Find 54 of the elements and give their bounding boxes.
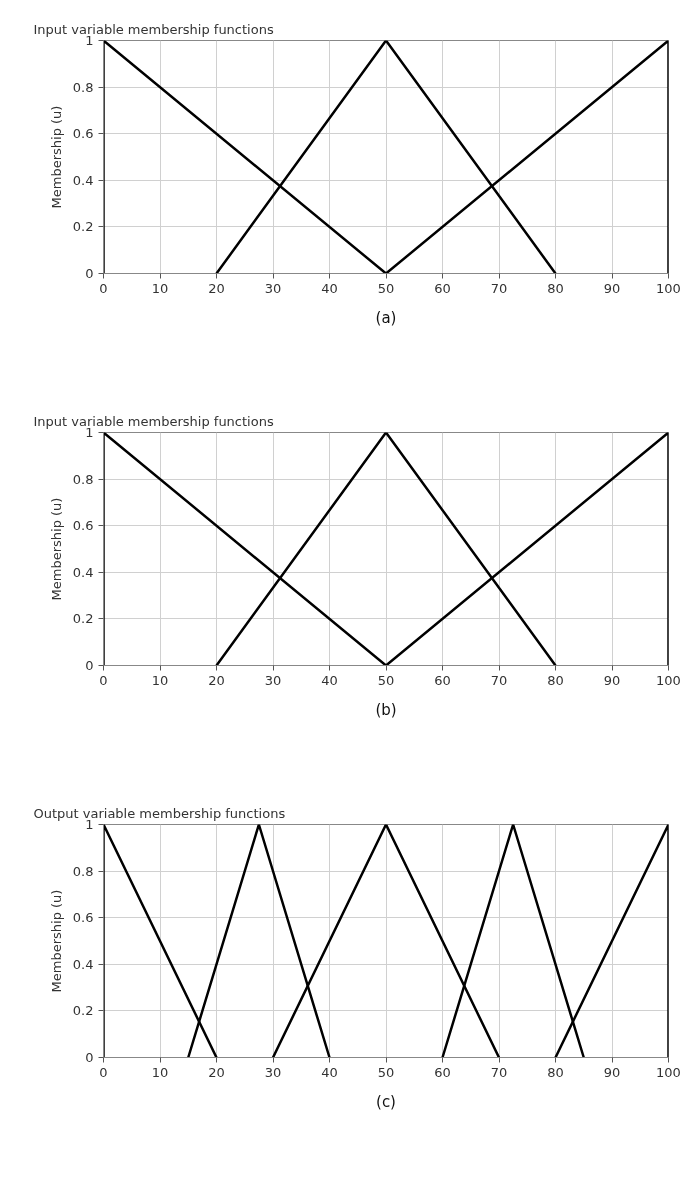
y-tick-label: 0.8 xyxy=(72,863,94,879)
x-tick-label: 0 xyxy=(99,672,108,688)
x-tick-label: 70 xyxy=(490,280,508,296)
x-tick-label: 30 xyxy=(264,280,282,296)
x-tick-label: 100 xyxy=(656,672,681,688)
x-tick-label: 40 xyxy=(321,672,338,688)
y-tick-label: 0.2 xyxy=(72,611,94,627)
y-tick-label: 0 xyxy=(85,1050,94,1065)
y-axis-title: Membership (u) xyxy=(48,497,64,601)
y-axis-title: Membership (u) xyxy=(48,105,64,209)
x-tick-label: 0 xyxy=(99,280,108,296)
x-tick-label: 90 xyxy=(603,1064,621,1080)
x-tick-label: 30 xyxy=(264,672,282,688)
x-tick-label: 100 xyxy=(656,1064,681,1080)
x-tick-label: 10 xyxy=(151,672,169,688)
x-tick-label: 70 xyxy=(490,672,508,688)
text: (b) xyxy=(375,700,397,719)
y-tick-label: 0.6 xyxy=(72,910,94,926)
x-tick-label: 90 xyxy=(603,280,621,296)
y-tick-label: 0.8 xyxy=(72,79,94,95)
x-tick-label: 70 xyxy=(490,1064,508,1080)
x-tick-label: 60 xyxy=(434,672,451,688)
y-tick-label: 0.4 xyxy=(72,172,94,188)
text: (c) xyxy=(376,1092,396,1111)
x-tick-label: 50 xyxy=(377,672,395,688)
y-tick-label: 0.4 xyxy=(72,956,94,972)
x-tick-label: 30 xyxy=(264,1064,282,1080)
x-tick-label: 40 xyxy=(321,280,338,296)
x-tick-label: 50 xyxy=(377,280,395,296)
y-tick-label: 0.2 xyxy=(72,1003,94,1019)
x-tick-label: 20 xyxy=(208,672,225,688)
x-tick-label: 10 xyxy=(151,1064,169,1080)
x-tick-label: 80 xyxy=(547,1064,564,1080)
x-tick-label: 80 xyxy=(547,280,564,296)
y-axis-title: Membership (u) xyxy=(48,889,64,993)
y-tick-label: 0.8 xyxy=(72,471,94,487)
y-tick-label: 0 xyxy=(85,266,94,281)
x-tick-label: 20 xyxy=(208,280,225,296)
x-tick-label: 60 xyxy=(434,1064,451,1080)
x-tick-label: 80 xyxy=(547,672,564,688)
x-tick-label: 10 xyxy=(151,280,169,296)
y-tick-label: 0.6 xyxy=(72,126,94,142)
x-tick-label: 20 xyxy=(208,1064,225,1080)
y-tick-label: 0.4 xyxy=(72,564,94,580)
y-tick-label: 0 xyxy=(85,658,94,673)
x-tick-label: 40 xyxy=(321,1064,338,1080)
y-tick-label: 0.2 xyxy=(72,219,94,235)
y-tick-label: 0.6 xyxy=(72,518,94,534)
x-tick-label: 90 xyxy=(603,672,621,688)
text: (a) xyxy=(375,308,397,327)
x-tick-label: 100 xyxy=(656,280,681,296)
x-tick-label: 0 xyxy=(99,1064,108,1080)
x-tick-label: 50 xyxy=(377,1064,395,1080)
x-tick-label: 60 xyxy=(434,280,451,296)
